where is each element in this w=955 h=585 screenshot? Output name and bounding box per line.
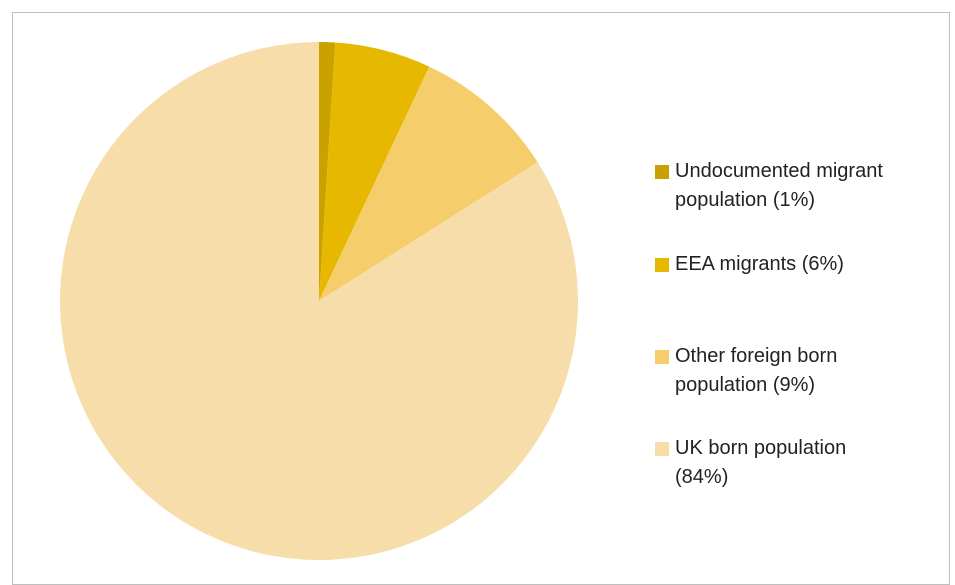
slice-undocumented [319,42,336,301]
legend-item-eea: EEA migrants (6%) [655,250,844,279]
legend-item-undocumented: Undocumented migrant population (1%) [655,157,883,215]
legend-label-line: population (1%) [675,189,816,211]
legend-label-line: Other foreign born [675,345,838,367]
legend-label-line: UK born population [675,437,847,459]
legend-label-undocumented: Undocumented migrant population (1%) [675,157,883,215]
legend-swatch-other-foreign [655,350,669,364]
legend-swatch-uk-born [655,442,669,456]
legend-item-uk-born: UK born population (84%) [655,434,846,492]
legend-label-eea: EEA migrants (6%) [675,250,844,279]
legend-label-line: population (9%) [675,374,816,396]
slice-eea [319,42,430,301]
legend-label-line: Undocumented migrant [675,160,883,182]
slice-uk-born [59,42,579,560]
legend-label-line: EEA migrants (6%) [675,253,844,275]
slice-other-foreign [319,66,538,301]
legend-item-other-foreign: Other foreign born population (9%) [655,342,837,400]
legend-label-other-foreign: Other foreign born population (9%) [675,342,837,400]
legend-label-uk-born: UK born population (84%) [675,434,846,492]
legend-swatch-eea [655,258,669,272]
legend-label-line: (84%) [675,466,729,488]
legend-swatch-undocumented [655,165,669,179]
